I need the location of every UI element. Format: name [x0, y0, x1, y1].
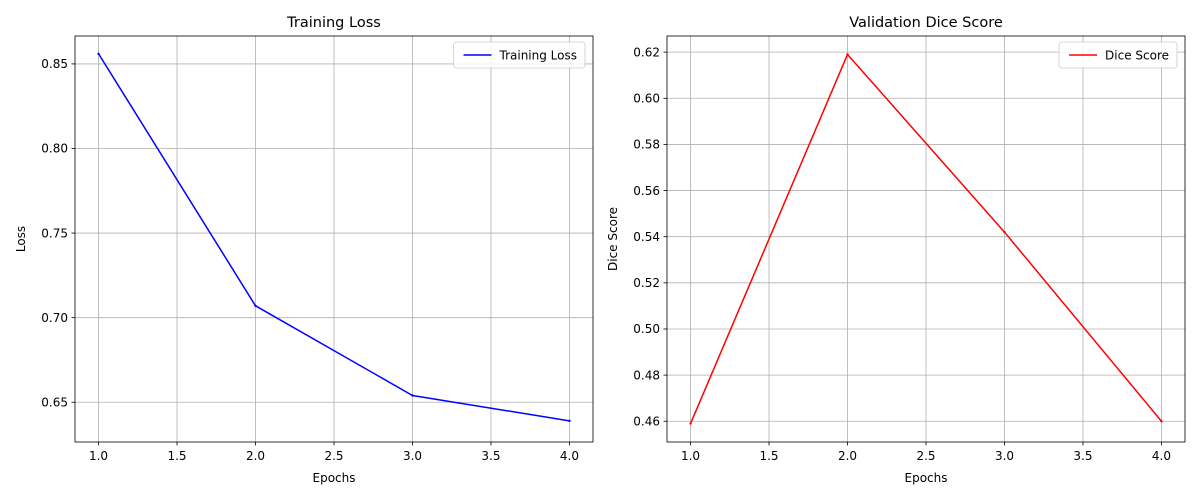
x-tick-label: 3.0	[403, 449, 422, 463]
x-tick-label: 3.5	[481, 449, 500, 463]
x-tick-label: 2.5	[324, 449, 343, 463]
y-tick-label: 0.46	[633, 414, 660, 428]
data-point	[568, 419, 571, 423]
y-tick-label: 0.62	[633, 45, 660, 59]
data-point	[254, 304, 257, 308]
x-tick-label: 1.5	[167, 449, 186, 463]
data-point	[846, 53, 849, 56]
y-tick-label: 0.60	[633, 91, 660, 105]
chart-title: Validation Dice Score	[849, 15, 1003, 31]
x-tick-label: 2.5	[916, 449, 935, 463]
y-tick-label: 0.70	[41, 311, 68, 325]
y-tick-label: 0.52	[633, 276, 660, 290]
y-tick-label: 0.85	[41, 57, 68, 71]
data-point	[97, 52, 100, 55]
data-point	[411, 394, 414, 397]
legend-label: Dice Score	[1105, 49, 1169, 63]
x-tick-label: 1.0	[89, 449, 108, 463]
x-tick-label: 3.5	[1073, 449, 1092, 463]
chart-title: Training Loss	[286, 15, 381, 31]
y-tick-label: 0.54	[633, 230, 660, 244]
data-point	[689, 422, 692, 425]
chart-panel-2: 1.0 1.5 2.0 2.5 3.0 3.5 4.0 0.46 0.48 0.50 0.52 0.5…	[606, 15, 1186, 485]
y-tick-label: 0.65	[41, 395, 68, 409]
x-axis-label: Epochs	[313, 471, 356, 485]
series-line	[689, 53, 1163, 424]
x-tick-label: 1.5	[759, 449, 778, 463]
x-tick-label: 1.0	[681, 449, 700, 463]
y-tick-label: 0.75	[41, 226, 68, 240]
y-tick-label: 0.50	[633, 322, 660, 336]
y-tick-label: 0.58	[633, 138, 660, 152]
legend-box	[453, 41, 586, 69]
x-tick-label: 4.0	[1152, 449, 1171, 463]
series-line	[97, 53, 570, 422]
y-tick-label: 0.48	[633, 368, 660, 382]
legend: Dice Score	[1058, 41, 1178, 69]
x-tick-label: 3.0	[995, 449, 1014, 463]
data-point	[1003, 230, 1006, 234]
legend-box	[1058, 41, 1178, 69]
y-axis-label: Loss	[14, 226, 28, 252]
x-tick-label: 4.0	[560, 449, 579, 463]
x-tick-label: 2.0	[838, 449, 857, 463]
y-axis-label: Dice Score	[606, 207, 620, 271]
legend-label: Training Loss	[499, 49, 577, 63]
y-tick-label: 0.80	[41, 142, 68, 156]
data-point	[1160, 420, 1163, 423]
y-tick-label: 0.56	[633, 184, 660, 198]
x-axis-label: Epochs	[905, 471, 948, 485]
chart-panel-1: 1.0 1.5 2.0 2.5 3.0 3.5 4.0 0.65 0.70 0.75 0.80 0.8…	[14, 15, 594, 485]
x-tick-label: 2.0	[246, 449, 265, 463]
legend: Training Loss	[453, 41, 586, 69]
